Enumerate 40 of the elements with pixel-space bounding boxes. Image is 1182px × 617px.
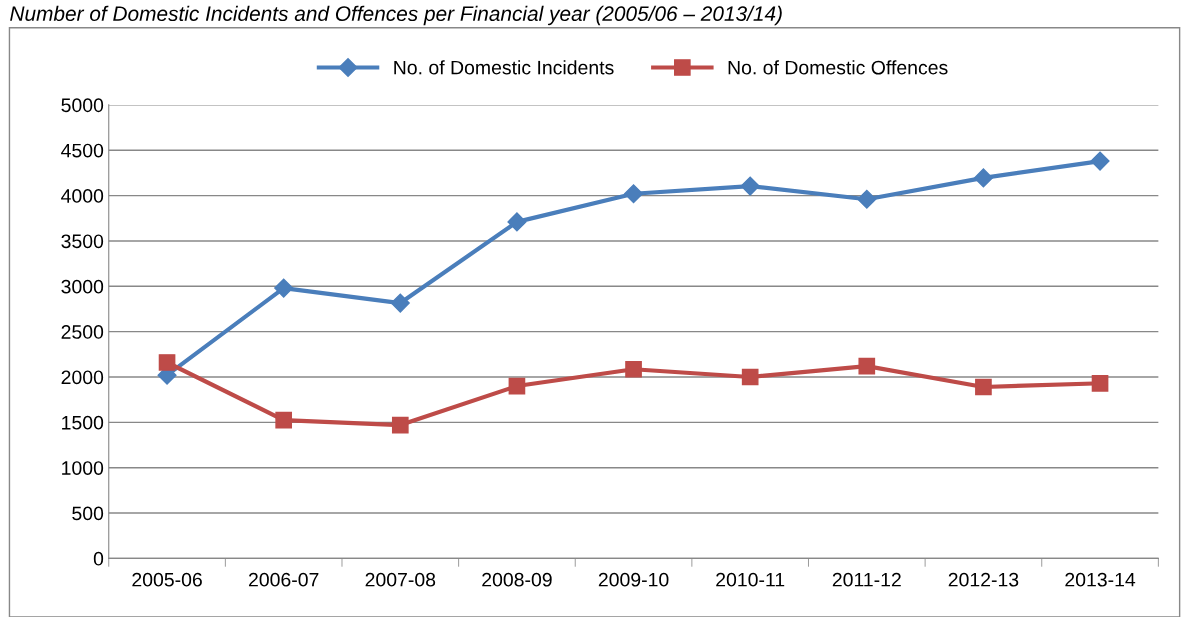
point — [857, 189, 877, 209]
y-tick-label: 4000 — [61, 189, 104, 203]
x-tick-label: 2007-08 — [365, 572, 436, 587]
x-tick-label: 2013-14 — [1065, 572, 1136, 587]
x-tick-label: 2011-12 — [832, 572, 901, 587]
x-tick-label: 2010-11 — [716, 572, 785, 587]
point — [158, 354, 176, 371]
point — [1090, 151, 1110, 171]
point — [274, 278, 294, 298]
chart-title: Number of Domestic Incidents and Offences per Financial year (2005/06 – 2013/14) — [10, 5, 782, 26]
x-tick-label: 2006-07 — [248, 572, 319, 587]
point — [625, 360, 642, 378]
y-tick-label: 500 — [72, 506, 104, 521]
y-tick-label: 5000 — [61, 98, 104, 113]
point — [624, 184, 644, 204]
y-tick-label: 4500 — [61, 143, 104, 158]
point — [858, 357, 876, 375]
y-tick-label: 2000 — [61, 370, 104, 385]
point — [740, 176, 760, 196]
point — [508, 377, 526, 395]
legend-label: No. of Domestic Incidents — [394, 60, 614, 75]
point — [275, 411, 293, 429]
point — [1091, 375, 1109, 392]
point — [741, 368, 759, 386]
x-tick-label: 2012-13 — [948, 572, 1019, 587]
x-tick-label: 2005-06 — [132, 572, 202, 587]
y-tick-label: 1000 — [62, 461, 104, 475]
y-tick-label: 0 — [93, 551, 104, 566]
y-tick-label: 1500 — [62, 415, 104, 430]
y-tick-label: 2500 — [61, 325, 104, 339]
point — [390, 293, 410, 313]
point — [507, 212, 527, 232]
x-tick-label: 2008-09 — [482, 572, 552, 587]
point — [391, 416, 409, 434]
y-tick-label: 3500 — [61, 234, 104, 249]
x-tick-label: 2009-10 — [598, 572, 669, 587]
point — [973, 168, 993, 188]
legend-label: No. of Domestic Offences — [728, 60, 948, 75]
point — [975, 378, 992, 396]
y-tick-label: 3000 — [61, 279, 104, 294]
